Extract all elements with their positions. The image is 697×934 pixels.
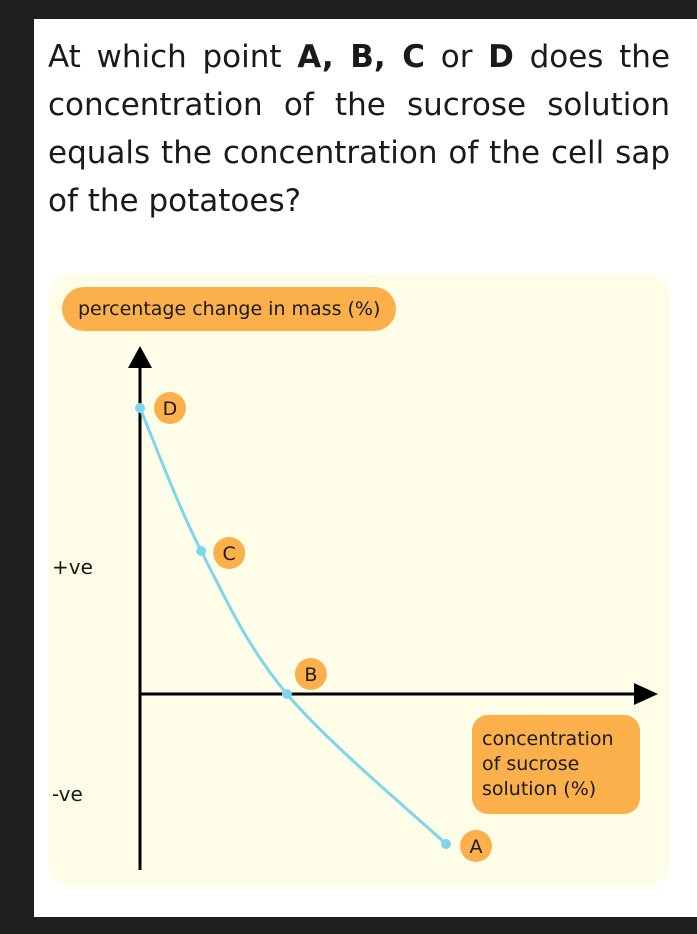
badge-circle xyxy=(294,658,327,690)
point-label-a: A xyxy=(470,836,483,858)
y-axis-label: percentage change in mass (%) xyxy=(62,287,397,331)
chart-panel: D C B A percentage change in mass (%) conce… xyxy=(48,274,670,886)
question-part-2: or xyxy=(425,39,489,75)
y-tick-positive: +ve xyxy=(52,555,93,579)
point-badge-c: C xyxy=(213,537,246,569)
option-a: A, xyxy=(297,39,351,75)
data-curve xyxy=(138,406,448,846)
option-c: C xyxy=(402,39,426,75)
badge-circle xyxy=(460,830,492,862)
y-tick-negative: -ve xyxy=(52,782,83,806)
question-part-3: does the concentration of the sucrose so… xyxy=(48,39,671,219)
question-part-1: At which point xyxy=(48,39,298,75)
data-point-b xyxy=(281,689,292,699)
chart-svg: D C B A xyxy=(128,346,658,870)
point-badge-b: B xyxy=(294,658,327,690)
question-text: At which point A, B, C or D does the con… xyxy=(48,33,670,225)
data-point-a xyxy=(441,839,451,849)
question-card: At which point A, B, C or D does the con… xyxy=(34,19,697,917)
point-badge-a: A xyxy=(460,830,492,862)
data-point-c xyxy=(196,546,207,556)
point-label-c: C xyxy=(223,543,236,565)
point-label-d: D xyxy=(163,398,178,420)
badge-circle xyxy=(213,537,246,569)
x-axis-arrowhead xyxy=(634,683,658,705)
option-b: B, xyxy=(350,39,403,75)
option-d: D xyxy=(488,39,514,75)
y-axis-arrowhead xyxy=(128,346,152,368)
point-badge-d: D xyxy=(154,392,186,424)
data-point-d xyxy=(135,403,145,413)
x-axis-label: concentration of sucrose solution (%) xyxy=(472,715,640,814)
badge-circle xyxy=(154,392,186,424)
point-label-b: B xyxy=(304,664,317,686)
